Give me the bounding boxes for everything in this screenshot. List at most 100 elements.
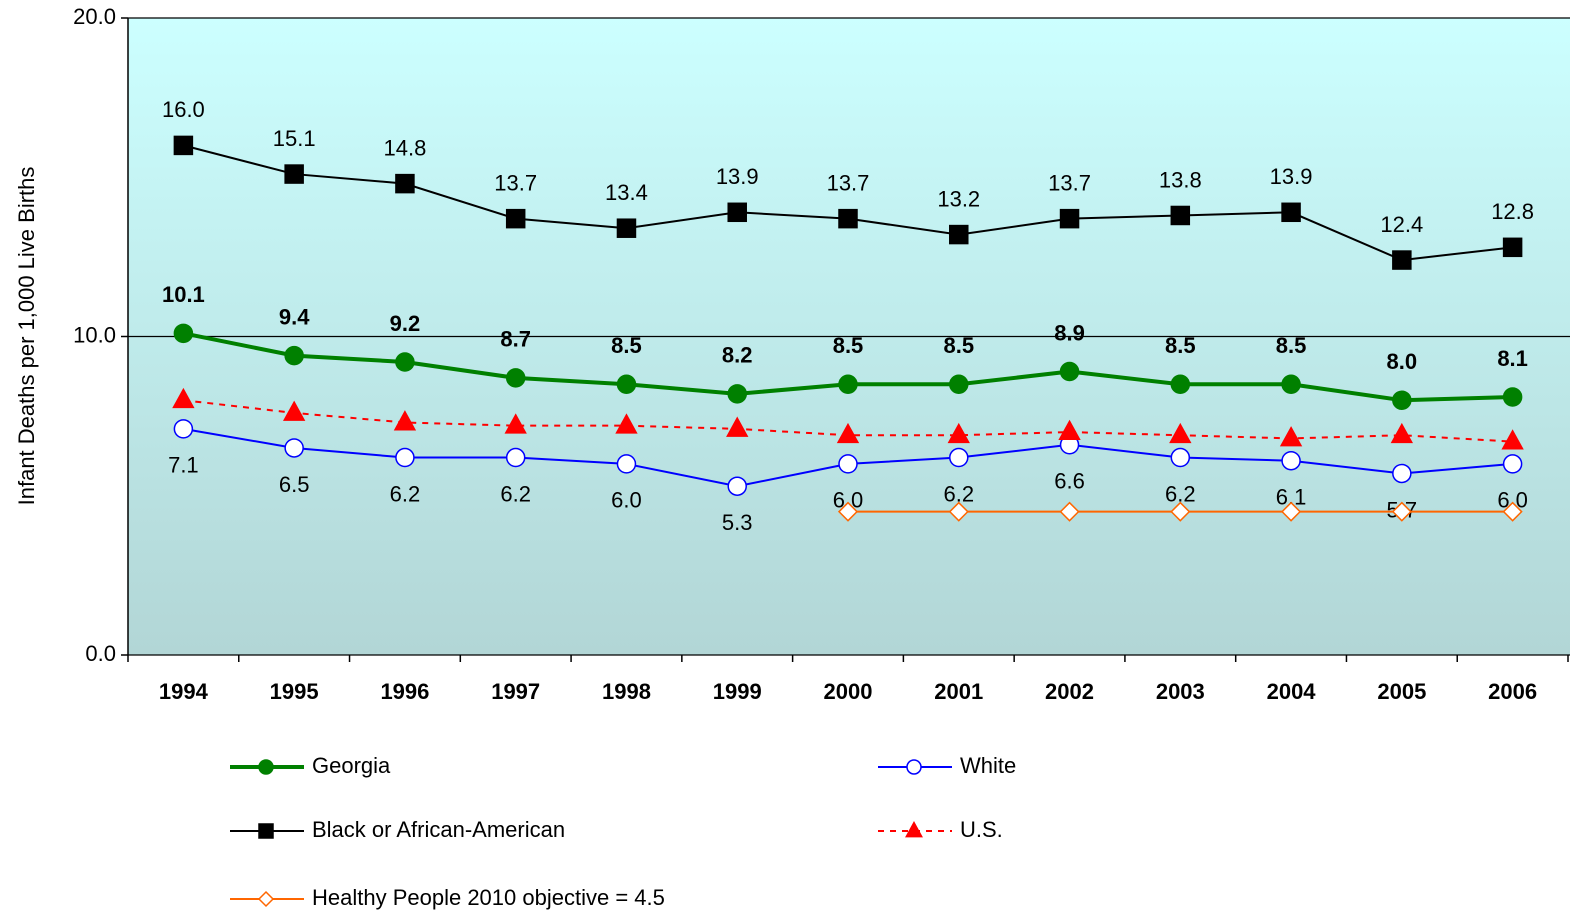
data-label: 9.4 (279, 304, 310, 329)
y-tick-label: 0.0 (85, 641, 116, 666)
x-tick-label: 1998 (602, 679, 651, 704)
marker (1058, 419, 1081, 440)
x-tick-label: 1994 (159, 679, 209, 704)
marker (395, 173, 415, 194)
marker (1392, 463, 1412, 484)
marker (1281, 374, 1301, 395)
data-label: 7.1 (168, 453, 199, 478)
legend-marker (258, 823, 274, 839)
marker (727, 384, 747, 404)
marker (947, 422, 970, 444)
data-label: 13.2 (937, 186, 980, 211)
marker (838, 374, 858, 395)
data-label: 8.5 (943, 333, 974, 358)
marker (1391, 501, 1412, 522)
marker (616, 218, 637, 238)
data-label: 6.2 (390, 481, 421, 506)
x-tick-label: 1996 (380, 679, 429, 704)
marker (173, 135, 194, 156)
data-label: 13.7 (1048, 170, 1091, 195)
data-label: 6.2 (500, 481, 531, 506)
x-tick-label: 1999 (713, 679, 762, 704)
data-label: 6.6 (1054, 469, 1085, 494)
data-label: 6.5 (279, 472, 310, 497)
marker (1392, 390, 1412, 410)
marker (1502, 387, 1523, 407)
marker (948, 501, 969, 522)
data-label: 13.9 (1270, 164, 1313, 189)
data-label: 8.5 (1165, 333, 1196, 358)
marker (395, 447, 415, 468)
marker (1059, 361, 1080, 382)
marker (284, 438, 304, 458)
marker (284, 164, 304, 184)
marker (1392, 250, 1412, 270)
marker (726, 416, 749, 437)
marker (1170, 205, 1191, 226)
data-label: 8.1 (1497, 346, 1528, 371)
data-label: 13.7 (827, 170, 870, 195)
marker (1281, 501, 1302, 522)
x-tick-label: 1997 (491, 679, 540, 704)
marker (727, 476, 747, 496)
data-label: 8.7 (500, 327, 531, 352)
marker (837, 501, 859, 522)
marker (949, 224, 969, 245)
marker (838, 208, 858, 229)
data-label: 8.0 (1387, 349, 1418, 374)
marker (949, 447, 969, 468)
y-tick-label: 20.0 (73, 4, 116, 29)
legend-label: U.S. (960, 817, 1003, 842)
marker (173, 323, 194, 344)
marker (505, 208, 526, 229)
legend-label: White (960, 753, 1016, 778)
data-label: 13.4 (605, 180, 648, 205)
data-label: 13.7 (494, 170, 537, 195)
data-label: 15.1 (273, 126, 316, 151)
x-tick-label: 1995 (270, 679, 319, 704)
data-label: 10.1 (162, 282, 205, 307)
x-tick-label: 2001 (934, 679, 983, 704)
marker (1502, 237, 1523, 258)
data-label: 13.9 (716, 164, 759, 189)
marker (727, 202, 747, 223)
marker (1502, 501, 1523, 522)
marker (1170, 501, 1191, 522)
marker (284, 345, 304, 366)
legend-marker (257, 890, 275, 908)
marker (172, 387, 195, 409)
data-label: 8.5 (611, 333, 642, 358)
data-label: 14.8 (384, 135, 427, 160)
marker (505, 368, 526, 388)
data-label: 12.8 (1491, 199, 1534, 224)
legend-label: Georgia (312, 753, 391, 778)
marker (1281, 450, 1301, 471)
data-label: 6.0 (611, 488, 642, 513)
data-label: 13.8 (1159, 167, 1202, 192)
legend-marker (906, 759, 922, 775)
marker (616, 374, 637, 395)
marker (949, 374, 969, 395)
x-tick-label: 2005 (1377, 679, 1426, 704)
x-tick-label: 2004 (1267, 679, 1317, 704)
marker (616, 454, 637, 474)
marker (1169, 422, 1192, 444)
marker (395, 352, 415, 372)
y-axis-label: Infant Deaths per 1,000 Live Births (14, 167, 39, 506)
data-label: 8.5 (1276, 333, 1307, 358)
data-label: 9.2 (390, 311, 421, 336)
marker (838, 454, 858, 474)
marker (1170, 374, 1191, 395)
marker (1279, 426, 1303, 447)
data-label: 8.2 (722, 343, 753, 368)
marker (393, 410, 417, 431)
marker (836, 422, 860, 444)
x-tick-label: 2003 (1156, 679, 1205, 704)
marker (1059, 208, 1080, 229)
legend-label: Black or African-American (312, 817, 565, 842)
marker (1281, 202, 1301, 223)
x-tick-label: 2000 (824, 679, 873, 704)
marker (282, 400, 306, 421)
data-label: 5.3 (722, 510, 753, 535)
